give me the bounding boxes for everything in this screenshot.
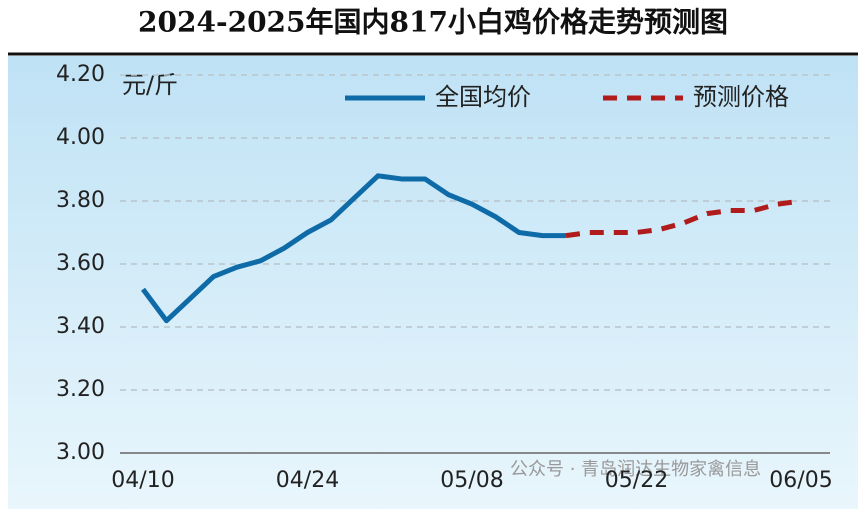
y-tick-label: 3.20	[56, 377, 105, 402]
x-tick-label: 06/05	[769, 468, 832, 493]
series-line	[565, 198, 802, 239]
x-tick-label: 05/08	[440, 468, 503, 493]
y-tick-label: 4.00	[56, 125, 105, 150]
watermark: 公众号 · 青岛润达生物家禽信息	[510, 459, 761, 480]
y-tick-label: 3.60	[56, 251, 105, 276]
legend-label: 全国均价	[435, 83, 531, 111]
plot-background	[8, 56, 858, 509]
y-tick-label: 4.20	[56, 62, 105, 87]
y-tick-label: 3.00	[56, 440, 105, 465]
x-tick-label: 04/10	[111, 468, 174, 493]
series-line	[140, 173, 566, 324]
legend-label: 预测价格	[693, 83, 789, 111]
y-tick-label: 3.40	[56, 314, 105, 339]
x-tick-label: 05/22	[605, 468, 668, 493]
x-tick-label: 04/24	[276, 468, 339, 493]
y-tick-label: 3.80	[56, 188, 105, 213]
chart-title: 2024-2025年国内817小白鸡价格走势预测图	[138, 6, 728, 39]
